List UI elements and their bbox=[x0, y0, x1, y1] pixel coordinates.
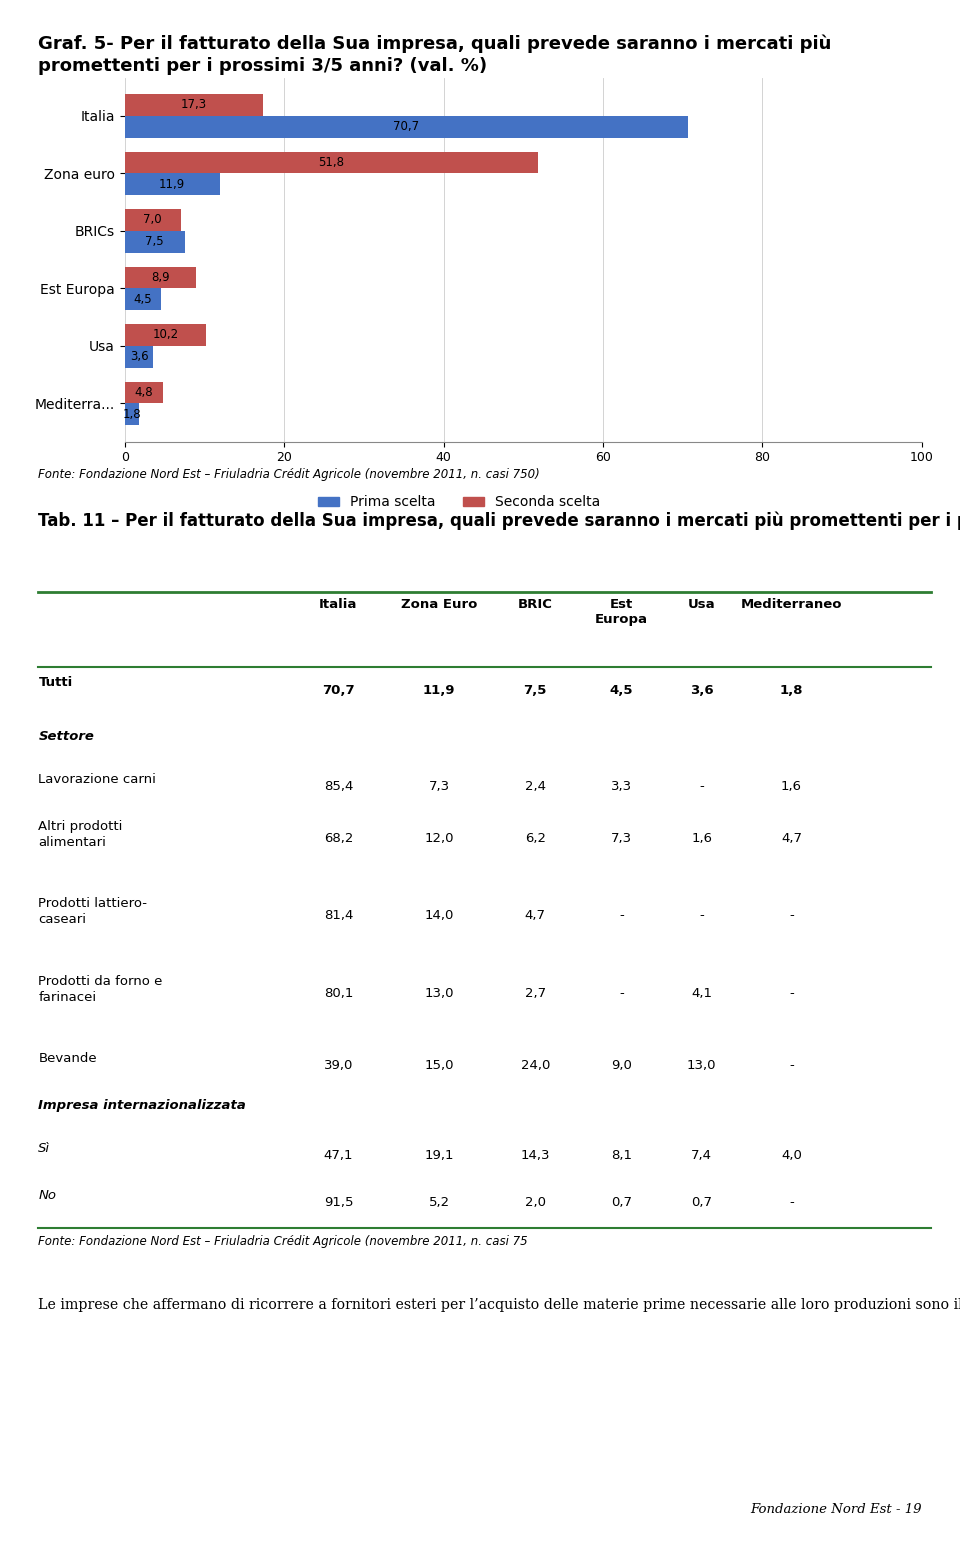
Text: 3,6: 3,6 bbox=[130, 350, 149, 363]
Text: 1,6: 1,6 bbox=[691, 832, 712, 845]
Text: 11,9: 11,9 bbox=[159, 178, 185, 191]
Text: 11,9: 11,9 bbox=[423, 684, 455, 698]
Text: Bevande: Bevande bbox=[38, 1052, 97, 1065]
Text: 47,1: 47,1 bbox=[324, 1150, 353, 1162]
Text: 81,4: 81,4 bbox=[324, 908, 353, 922]
Bar bbox=[125, 381, 163, 403]
Bar bbox=[125, 403, 139, 425]
Text: 4,5: 4,5 bbox=[133, 293, 152, 305]
Bar bbox=[125, 288, 160, 310]
Text: -: - bbox=[700, 908, 704, 922]
Text: 24,0: 24,0 bbox=[520, 1060, 550, 1073]
Text: 80,1: 80,1 bbox=[324, 987, 353, 1000]
Text: Est
Europa: Est Europa bbox=[595, 598, 648, 626]
Text: 91,5: 91,5 bbox=[324, 1197, 353, 1209]
Text: 15,0: 15,0 bbox=[424, 1060, 454, 1073]
Text: 51,8: 51,8 bbox=[318, 157, 345, 169]
Text: 3,6: 3,6 bbox=[690, 684, 713, 698]
Text: Lavorazione carni: Lavorazione carni bbox=[38, 773, 156, 786]
Text: -: - bbox=[789, 908, 794, 922]
Text: -: - bbox=[789, 1197, 794, 1209]
Text: 70,7: 70,7 bbox=[394, 121, 420, 133]
Text: 17,3: 17,3 bbox=[180, 99, 206, 112]
Text: 7,0: 7,0 bbox=[143, 214, 162, 226]
Bar bbox=[125, 231, 184, 253]
Text: 85,4: 85,4 bbox=[324, 781, 353, 794]
Text: -: - bbox=[619, 908, 624, 922]
Text: Sì: Sì bbox=[38, 1142, 50, 1155]
Text: 19,1: 19,1 bbox=[424, 1150, 454, 1162]
Text: 4,7: 4,7 bbox=[781, 832, 802, 845]
Text: Usa: Usa bbox=[688, 598, 715, 611]
Text: 5,2: 5,2 bbox=[428, 1197, 450, 1209]
Text: 13,0: 13,0 bbox=[687, 1060, 716, 1073]
Text: Fondazione Nord Est - 19: Fondazione Nord Est - 19 bbox=[750, 1504, 922, 1516]
Text: 9,0: 9,0 bbox=[612, 1060, 632, 1073]
Text: Mediterraneo: Mediterraneo bbox=[741, 598, 842, 611]
Text: 7,5: 7,5 bbox=[523, 684, 547, 698]
Text: 4,1: 4,1 bbox=[691, 987, 712, 1000]
Text: -: - bbox=[789, 1060, 794, 1073]
Text: 68,2: 68,2 bbox=[324, 832, 353, 845]
Text: 2,0: 2,0 bbox=[525, 1197, 545, 1209]
Bar bbox=[125, 209, 180, 231]
Text: 7,5: 7,5 bbox=[145, 236, 164, 248]
Text: 2,7: 2,7 bbox=[524, 987, 546, 1000]
Bar bbox=[125, 95, 263, 116]
Text: 12,0: 12,0 bbox=[424, 832, 454, 845]
Text: 4,5: 4,5 bbox=[610, 684, 634, 698]
Text: 14,3: 14,3 bbox=[520, 1150, 550, 1162]
Bar bbox=[125, 267, 196, 288]
Text: 4,0: 4,0 bbox=[781, 1150, 802, 1162]
Text: 1,6: 1,6 bbox=[781, 781, 802, 794]
Text: Le imprese che affermano di ricorrere a fornitori esteri per l’acquisto delle ma: Le imprese che affermano di ricorrere a … bbox=[38, 1297, 960, 1313]
Text: Fonte: Fondazione Nord Est – Friuladria Crédit Agricole (novembre 2011, n. casi : Fonte: Fondazione Nord Est – Friuladria … bbox=[38, 468, 540, 480]
Text: 4,8: 4,8 bbox=[134, 386, 154, 398]
Text: Tab. 11 – Per il fatturato della Sua impresa, quali prevede saranno i mercati pi: Tab. 11 – Per il fatturato della Sua imp… bbox=[38, 512, 960, 530]
Text: BRIC: BRIC bbox=[517, 598, 553, 611]
Text: 1,8: 1,8 bbox=[123, 408, 141, 420]
Text: 8,1: 8,1 bbox=[612, 1150, 632, 1162]
Text: 7,3: 7,3 bbox=[611, 832, 633, 845]
Bar bbox=[125, 324, 206, 346]
Text: 13,0: 13,0 bbox=[424, 987, 454, 1000]
Text: 39,0: 39,0 bbox=[324, 1060, 353, 1073]
Text: Italia: Italia bbox=[320, 598, 357, 611]
Bar bbox=[125, 174, 220, 195]
Text: Tutti: Tutti bbox=[38, 676, 73, 688]
Text: Settore: Settore bbox=[38, 730, 94, 742]
Text: 7,3: 7,3 bbox=[428, 781, 450, 794]
Text: 0,7: 0,7 bbox=[691, 1197, 712, 1209]
Bar bbox=[125, 152, 538, 174]
Text: Altri prodotti
alimentari: Altri prodotti alimentari bbox=[38, 820, 123, 849]
Text: 4,7: 4,7 bbox=[525, 908, 545, 922]
Legend: Prima scelta, Seconda scelta: Prima scelta, Seconda scelta bbox=[313, 490, 606, 515]
Bar bbox=[125, 116, 688, 138]
Text: -: - bbox=[619, 987, 624, 1000]
Text: Fonte: Fondazione Nord Est – Friuladria Crédit Agricole (novembre 2011, n. casi : Fonte: Fondazione Nord Est – Friuladria … bbox=[38, 1235, 528, 1248]
Text: Graf. 5- Per il fatturato della Sua impresa, quali prevede saranno i mercati più: Graf. 5- Per il fatturato della Sua impr… bbox=[38, 34, 831, 74]
Text: Prodotti lattiero-
caseari: Prodotti lattiero- caseari bbox=[38, 897, 148, 927]
Text: 8,9: 8,9 bbox=[151, 271, 170, 284]
Text: 7,4: 7,4 bbox=[691, 1150, 712, 1162]
Text: 0,7: 0,7 bbox=[612, 1197, 632, 1209]
Text: No: No bbox=[38, 1189, 57, 1201]
Text: 1,8: 1,8 bbox=[780, 684, 804, 698]
Text: 6,2: 6,2 bbox=[525, 832, 545, 845]
Text: 10,2: 10,2 bbox=[153, 329, 179, 341]
Text: 14,0: 14,0 bbox=[424, 908, 454, 922]
Bar bbox=[125, 346, 154, 367]
Text: -: - bbox=[789, 987, 794, 1000]
Text: 2,4: 2,4 bbox=[525, 781, 545, 794]
Text: -: - bbox=[700, 781, 704, 794]
Text: Prodotti da forno e
farinacei: Prodotti da forno e farinacei bbox=[38, 975, 163, 1004]
Text: 70,7: 70,7 bbox=[323, 684, 354, 698]
Text: Impresa internazionalizzata: Impresa internazionalizzata bbox=[38, 1099, 247, 1111]
Text: Zona Euro: Zona Euro bbox=[401, 598, 477, 611]
Text: 3,3: 3,3 bbox=[611, 781, 633, 794]
